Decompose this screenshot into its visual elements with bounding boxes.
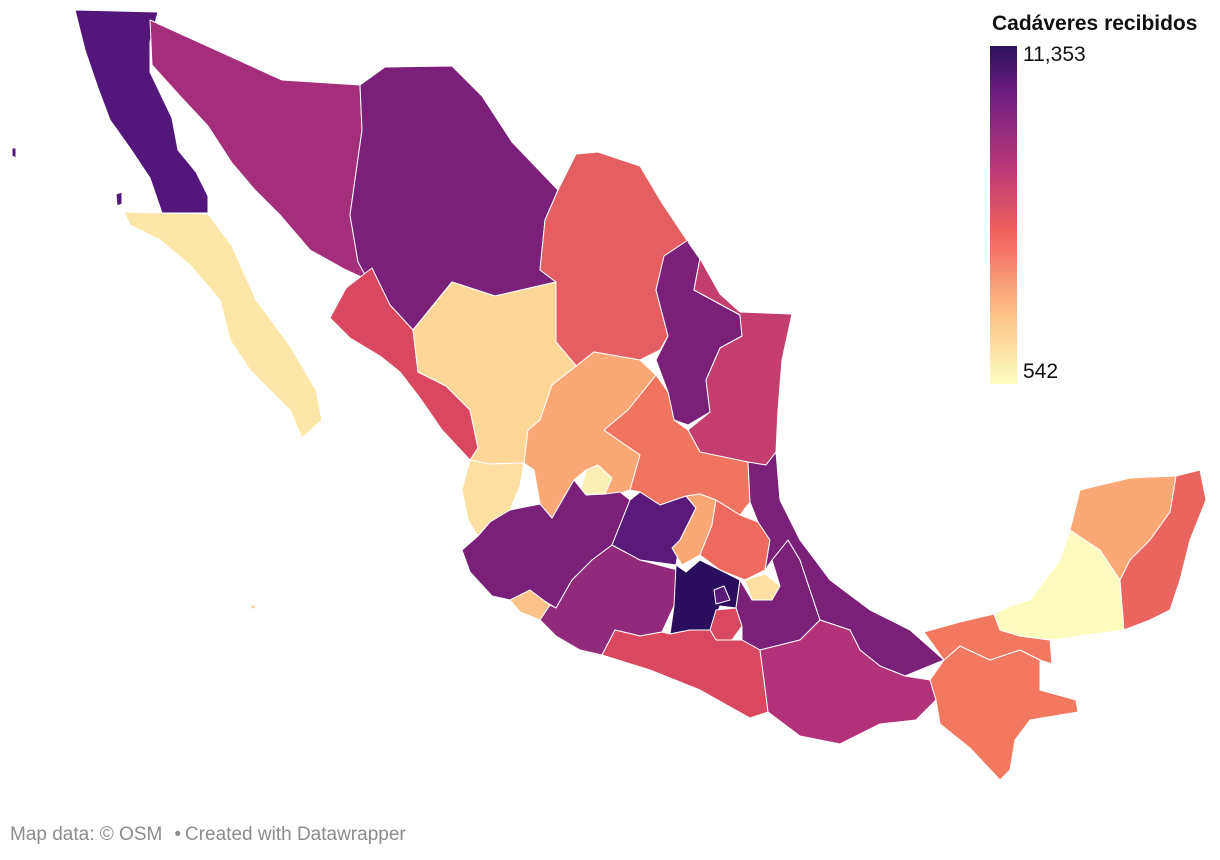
attribution-footer: Map data: © OSM • Created with Datawrapper (10, 824, 406, 846)
legend-max-label: 11,353 (1023, 43, 1086, 66)
region-cdmx[interactable] (713, 585, 731, 605)
region-estado-de-mexico[interactable] (669, 559, 741, 635)
legend-min-label: 542 (1023, 360, 1059, 383)
island-guadalupe (11, 147, 17, 159)
region-hidalgo[interactable] (699, 499, 771, 581)
region-baja-california[interactable] (74, 9, 209, 214)
island-revillagigedo (249, 603, 257, 611)
map-data-credit: Map data: © OSM (10, 824, 163, 845)
datawrapper-credit: Created with Datawrapper (185, 824, 406, 845)
region-quintana-roo[interactable] (1119, 469, 1207, 631)
legend-title: Cadáveres recibidos (992, 12, 1198, 35)
region-queretaro[interactable] (671, 493, 717, 566)
region-chiapas[interactable] (929, 645, 1079, 781)
island-cedros (115, 191, 123, 207)
footer-separator: • (174, 824, 181, 845)
region-guerrero[interactable] (601, 629, 769, 719)
legend-color-scale (990, 46, 1017, 384)
region-baja-california-sur[interactable] (123, 211, 323, 439)
